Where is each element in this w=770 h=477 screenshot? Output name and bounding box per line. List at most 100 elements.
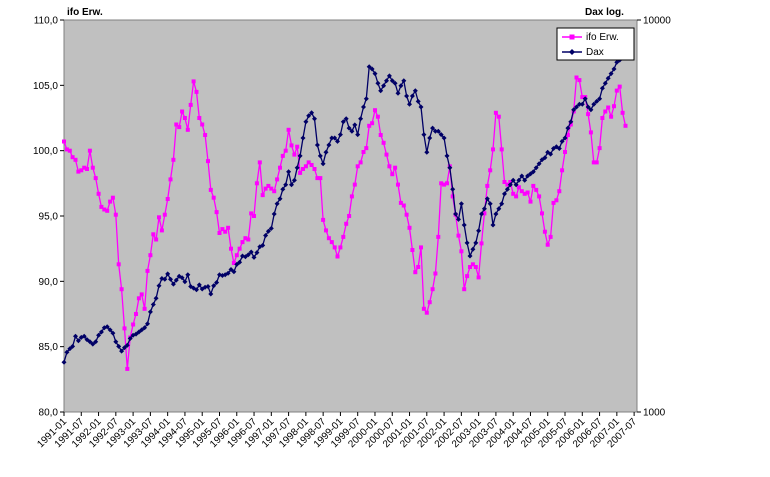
- point-ifo: [344, 221, 349, 226]
- point-ifo: [226, 225, 231, 230]
- point-dax: [490, 222, 496, 228]
- point-ifo: [113, 212, 118, 217]
- point-dax: [536, 161, 542, 167]
- point-ifo: [203, 133, 208, 137]
- point-ifo: [306, 160, 311, 165]
- point-ifo: [217, 231, 222, 235]
- point-dax: [588, 107, 594, 113]
- point-ifo: [542, 229, 547, 234]
- point-ifo: [505, 182, 510, 187]
- point-ifo: [249, 211, 254, 216]
- point-ifo: [367, 123, 372, 128]
- point-ifo: [398, 200, 403, 205]
- point-ifo: [272, 189, 277, 194]
- point-ifo: [617, 84, 622, 89]
- point-ifo: [315, 176, 320, 181]
- point-ifo: [436, 234, 441, 239]
- point-dax: [456, 216, 461, 222]
- point-dax: [381, 83, 387, 89]
- point-ifo: [577, 78, 582, 83]
- point-ifo: [442, 182, 447, 187]
- point-ifo: [508, 180, 513, 184]
- point-dax: [565, 125, 571, 131]
- point-dax: [441, 135, 447, 141]
- point-dax: [297, 153, 303, 159]
- point-dax: [150, 302, 156, 307]
- point-ifo: [349, 194, 354, 199]
- point-ifo: [439, 181, 444, 186]
- point-ifo: [609, 114, 614, 119]
- point-ifo: [278, 165, 282, 170]
- point-dax: [568, 119, 574, 125]
- left-tick-label: 80,0: [39, 408, 59, 419]
- point-ifo: [269, 186, 274, 191]
- point-dax: [173, 277, 179, 283]
- point-ifo: [188, 102, 193, 107]
- point-dax: [139, 327, 145, 333]
- point-ifo: [159, 228, 164, 233]
- point-dax: [484, 196, 490, 202]
- point-dax: [556, 146, 562, 151]
- point-ifo: [565, 133, 570, 137]
- point-ifo: [525, 190, 530, 195]
- point-dax: [294, 165, 300, 171]
- point-dax: [438, 132, 444, 138]
- point-dax: [548, 151, 554, 157]
- point-dax: [502, 191, 507, 197]
- point-ifo: [263, 186, 268, 191]
- right-axis-title: Dax log.: [585, 7, 624, 18]
- point-ifo: [404, 212, 409, 217]
- point-ifo: [208, 187, 213, 192]
- point-dax: [542, 155, 548, 161]
- point-dax: [415, 98, 421, 104]
- point-dax: [352, 122, 358, 128]
- point-ifo: [79, 168, 84, 173]
- legend-box: [556, 27, 635, 61]
- point-ifo: [240, 240, 245, 245]
- point-ifo: [364, 146, 369, 151]
- point-dax: [487, 201, 493, 207]
- point-ifo: [341, 234, 346, 239]
- point-ifo: [157, 215, 161, 220]
- point-dax: [395, 90, 401, 96]
- point-dax: [562, 135, 568, 141]
- point-ifo: [347, 214, 352, 218]
- point-dax: [335, 138, 340, 144]
- point-ifo: [289, 143, 294, 148]
- point-ifo: [511, 191, 516, 196]
- series-markers-ifo: [62, 75, 628, 371]
- point-ifo: [214, 210, 219, 215]
- point-ifo: [67, 148, 72, 153]
- point-ifo: [479, 241, 484, 246]
- point-dax: [447, 165, 453, 171]
- point-dax: [214, 280, 220, 285]
- point-ifo: [329, 240, 334, 245]
- point-ifo: [246, 237, 251, 242]
- point-ifo: [211, 195, 216, 200]
- point-ifo: [355, 164, 360, 169]
- point-ifo: [554, 198, 559, 203]
- point-ifo: [488, 168, 493, 173]
- point-dax: [597, 96, 603, 102]
- point-ifo: [76, 169, 81, 174]
- point-dax: [194, 287, 199, 293]
- point-dax: [461, 222, 467, 228]
- right-tick-label: 10000: [643, 16, 671, 27]
- point-dax: [70, 343, 76, 349]
- point-dax: [320, 161, 326, 167]
- point-dax: [525, 173, 531, 179]
- point-dax: [481, 206, 487, 212]
- point-ifo: [318, 176, 323, 181]
- point-ifo: [430, 287, 435, 292]
- point-ifo: [145, 268, 150, 273]
- point-dax: [591, 101, 597, 107]
- point-dax: [205, 284, 211, 289]
- point-dax: [389, 78, 395, 84]
- point-dax: [496, 206, 502, 212]
- point-dax: [104, 324, 110, 330]
- point-dax: [61, 359, 67, 365]
- point-dax: [579, 101, 585, 107]
- point-ifo: [378, 133, 383, 137]
- left-tick-label: 100,0: [33, 146, 58, 157]
- point-ifo: [168, 177, 173, 182]
